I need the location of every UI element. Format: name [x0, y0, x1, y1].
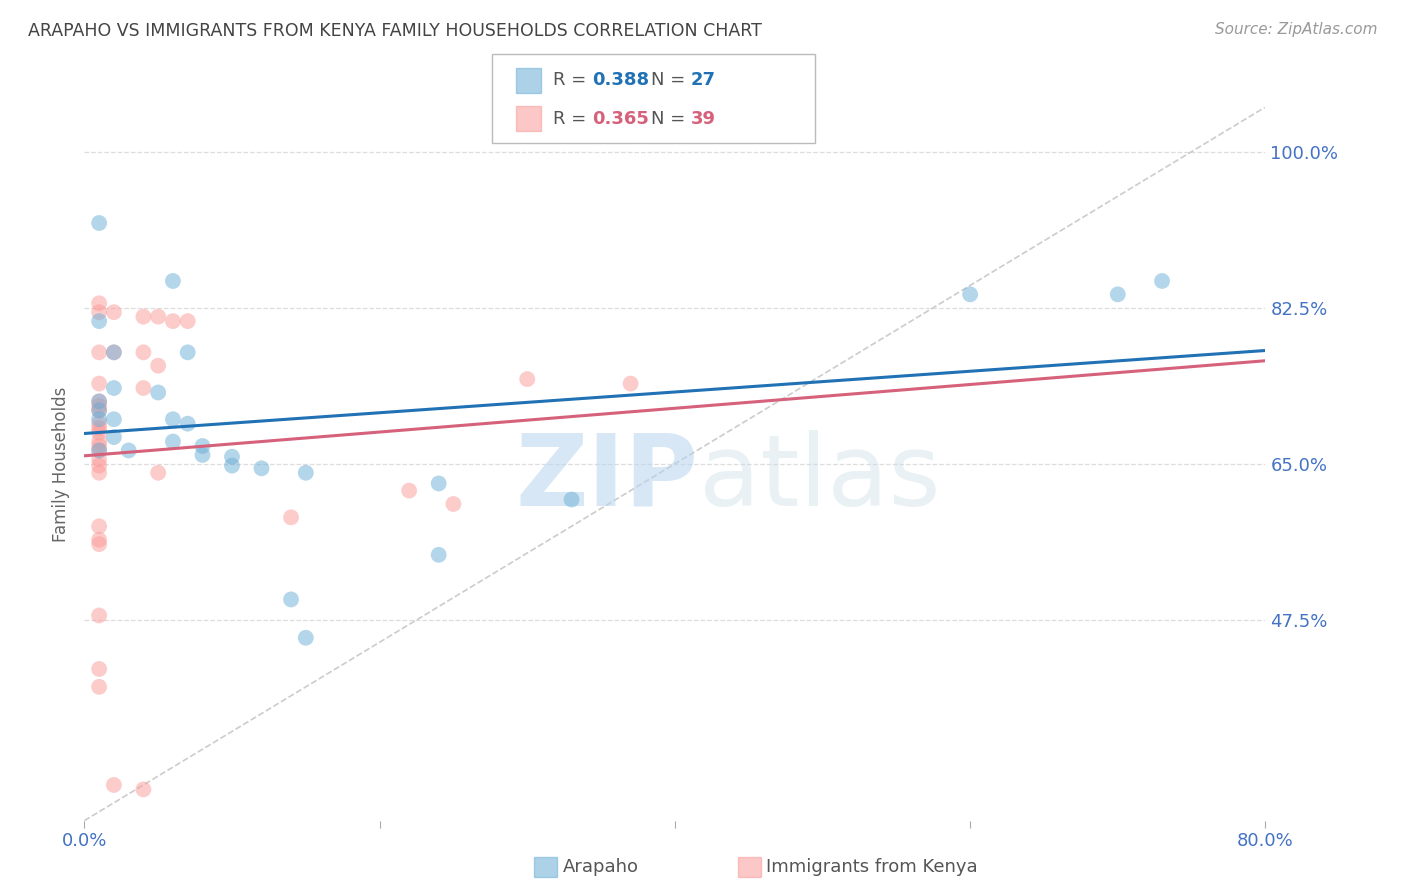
Point [560, 492, 583, 507]
Point [177, 314, 200, 328]
Point [516, 372, 538, 386]
Point [87, 403, 111, 417]
Text: 0.365: 0.365 [592, 110, 648, 128]
Point [87, 417, 111, 431]
Point [103, 778, 125, 792]
Point [162, 274, 184, 288]
Point [177, 417, 200, 431]
Point [87, 537, 111, 551]
Point [87, 466, 111, 480]
Point [103, 412, 125, 426]
Point [87, 519, 111, 533]
Point [87, 439, 111, 453]
Point [295, 466, 318, 480]
Text: Source: ZipAtlas.com: Source: ZipAtlas.com [1215, 22, 1378, 37]
Text: N =: N = [651, 110, 690, 128]
Point [427, 476, 450, 491]
Point [87, 403, 111, 417]
Point [441, 497, 464, 511]
Point [148, 466, 170, 480]
Point [87, 412, 111, 426]
Point [619, 376, 641, 391]
Point [250, 461, 273, 475]
Point [1150, 274, 1173, 288]
Text: R =: R = [553, 71, 592, 89]
Point [87, 533, 111, 547]
Point [132, 381, 155, 395]
Point [162, 314, 184, 328]
Text: 39: 39 [690, 110, 716, 128]
Point [87, 399, 111, 413]
Point [398, 483, 420, 498]
Text: N =: N = [651, 71, 690, 89]
Point [87, 452, 111, 467]
Point [87, 394, 111, 409]
Point [103, 305, 125, 319]
Text: Immigrants from Kenya: Immigrants from Kenya [766, 858, 979, 876]
Point [148, 310, 170, 324]
Point [280, 592, 302, 607]
Point [103, 430, 125, 444]
Text: 0.388: 0.388 [592, 71, 650, 89]
Point [959, 287, 981, 301]
Point [87, 608, 111, 623]
Point [87, 421, 111, 435]
Point [87, 458, 111, 473]
Y-axis label: Family Households: Family Households [52, 386, 70, 541]
Point [162, 412, 184, 426]
Point [87, 314, 111, 328]
Point [87, 345, 111, 359]
Point [87, 296, 111, 310]
Text: Arapaho: Arapaho [562, 858, 638, 876]
Point [103, 345, 125, 359]
Point [221, 450, 243, 464]
Point [87, 434, 111, 449]
Point [118, 443, 141, 458]
Text: atlas: atlas [699, 430, 941, 526]
Point [148, 359, 170, 373]
Point [177, 345, 200, 359]
Point [280, 510, 302, 524]
Point [1107, 287, 1129, 301]
Point [162, 434, 184, 449]
Text: R =: R = [553, 110, 592, 128]
Point [87, 376, 111, 391]
Point [191, 448, 214, 462]
Point [87, 305, 111, 319]
Point [87, 680, 111, 694]
Text: ZIP: ZIP [516, 430, 699, 526]
Point [87, 443, 111, 458]
Point [87, 425, 111, 440]
Text: 27: 27 [690, 71, 716, 89]
Point [427, 548, 450, 562]
Point [132, 310, 155, 324]
Point [87, 394, 111, 409]
Point [148, 385, 170, 400]
Point [87, 662, 111, 676]
Point [87, 443, 111, 458]
Point [132, 345, 155, 359]
Point [221, 458, 243, 473]
Text: ARAPAHO VS IMMIGRANTS FROM KENYA FAMILY HOUSEHOLDS CORRELATION CHART: ARAPAHO VS IMMIGRANTS FROM KENYA FAMILY … [28, 22, 762, 40]
Point [87, 216, 111, 230]
Point [295, 631, 318, 645]
Point [191, 439, 214, 453]
Point [132, 782, 155, 797]
Point [103, 381, 125, 395]
Point [103, 345, 125, 359]
